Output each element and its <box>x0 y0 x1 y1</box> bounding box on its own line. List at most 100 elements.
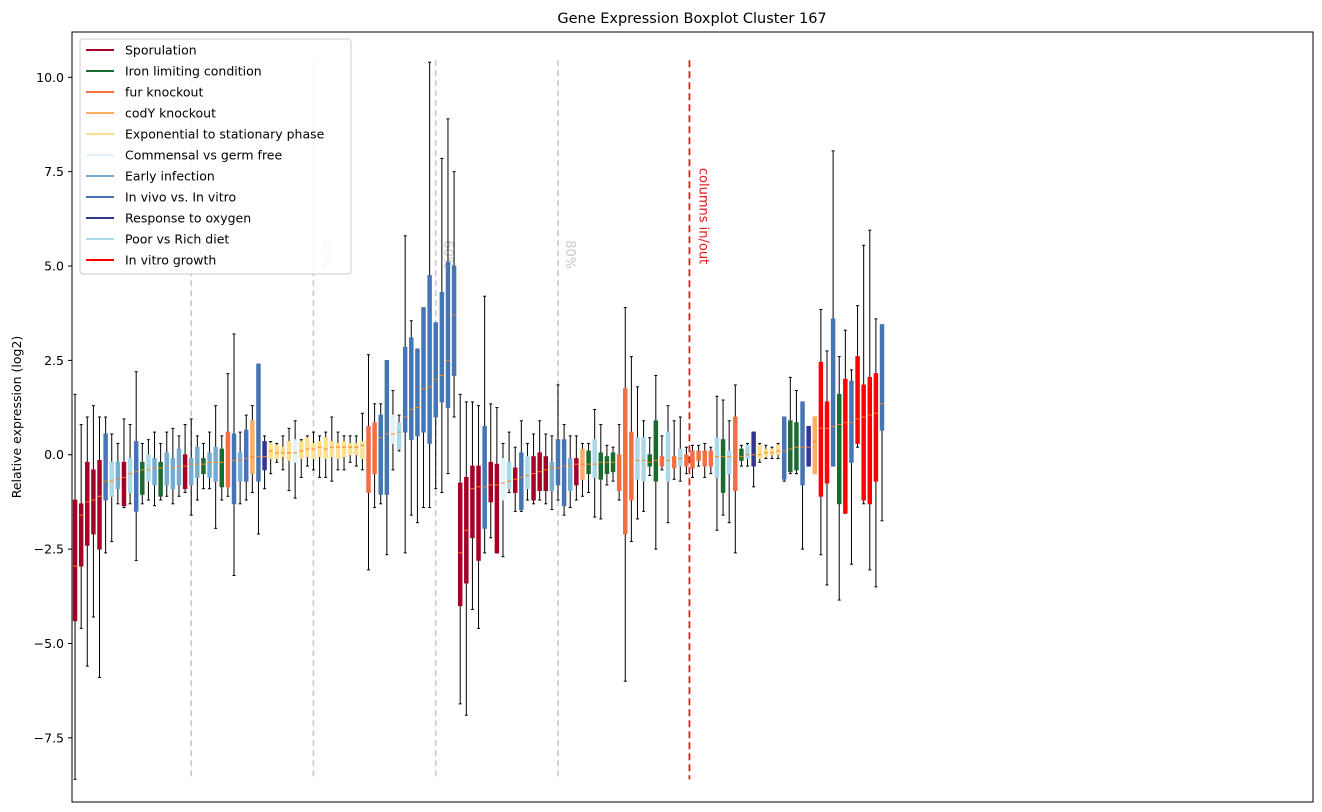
legend-label: In vivo vs. In vitro <box>125 190 236 205</box>
box-group <box>103 416 108 554</box>
box-group <box>879 324 885 522</box>
legend-label: Iron limiting condition <box>125 64 262 79</box>
box-group <box>335 431 341 471</box>
box-group <box>519 420 524 512</box>
box-body <box>830 318 836 467</box>
box-body <box>409 337 414 441</box>
box-group <box>592 408 597 518</box>
box-group <box>849 369 854 565</box>
box-group <box>745 442 750 467</box>
box-body <box>286 441 292 461</box>
box-body <box>788 420 793 473</box>
percentile-label: 80% <box>562 240 577 269</box>
box-body <box>121 461 127 507</box>
box-body <box>519 452 524 510</box>
y-tick-label: 0.0 <box>44 447 64 462</box>
box-group <box>580 442 585 497</box>
box-body <box>623 388 628 535</box>
box-body <box>586 450 591 475</box>
box-group <box>354 435 359 467</box>
box-body <box>690 450 695 469</box>
box-body <box>775 444 781 456</box>
y-tick-label: 10.0 <box>36 70 64 85</box>
box-body <box>751 431 756 467</box>
box-body <box>176 448 182 486</box>
box-group <box>451 171 457 418</box>
box-group <box>409 320 414 516</box>
box-group <box>207 431 212 490</box>
box-body <box>182 454 188 490</box>
box-group <box>378 403 383 505</box>
box-group <box>182 424 188 493</box>
box-body <box>879 324 885 431</box>
box-body <box>415 348 420 437</box>
box-body <box>543 456 549 492</box>
box-group <box>384 359 390 556</box>
box-group <box>219 435 225 501</box>
box-group <box>812 416 817 475</box>
boxes-layer <box>72 61 885 780</box>
box-body <box>347 443 353 456</box>
legend-label: Sporulation <box>125 43 197 58</box>
box-group <box>684 446 689 475</box>
box-body <box>152 458 157 486</box>
box-group <box>561 424 567 516</box>
box-group <box>133 371 139 561</box>
box-group <box>140 442 145 505</box>
box-body <box>427 275 432 444</box>
box-group <box>726 420 732 524</box>
box-group <box>305 435 310 467</box>
box-body <box>433 322 438 418</box>
box-body <box>305 437 310 458</box>
box-group <box>176 435 182 497</box>
box-group <box>598 424 604 520</box>
y-tick-label: −5.0 <box>34 636 64 651</box>
box-group <box>299 439 304 478</box>
box-body <box>482 426 487 529</box>
box-body <box>170 458 176 490</box>
box-group <box>341 435 347 471</box>
box-body <box>665 431 671 482</box>
box-group <box>286 427 292 492</box>
box-body <box>843 378 848 514</box>
box-group <box>806 425 811 467</box>
box-body <box>396 422 402 450</box>
box-group <box>830 150 836 467</box>
box-group <box>708 446 714 475</box>
box-body <box>219 448 225 488</box>
box-body <box>708 450 714 467</box>
box-body <box>360 441 365 459</box>
y-tick-label: 5.0 <box>44 259 64 274</box>
box-body <box>103 433 108 501</box>
box-body <box>702 450 707 467</box>
box-group <box>788 376 793 475</box>
box-group <box>769 446 775 460</box>
box-body <box>500 458 506 501</box>
box-group <box>464 401 469 716</box>
box-body <box>696 450 701 461</box>
box-body <box>494 463 500 554</box>
box-body <box>781 416 787 480</box>
box-group <box>360 412 365 471</box>
box-body <box>555 439 561 486</box>
box-body <box>629 431 634 501</box>
box-body <box>671 456 677 469</box>
box-body <box>806 426 811 467</box>
box-body <box>678 448 683 467</box>
box-body <box>684 454 689 467</box>
box-group <box>457 393 463 705</box>
box-group <box>164 431 169 497</box>
box-group <box>525 442 530 501</box>
box-body <box>85 461 90 546</box>
box-group <box>531 433 536 505</box>
box-body <box>243 429 249 482</box>
box-group <box>671 420 677 480</box>
box-group <box>268 441 273 475</box>
box-group <box>494 407 500 554</box>
box-body <box>714 437 720 478</box>
box-body <box>341 441 347 458</box>
box-group <box>396 414 402 452</box>
box-body <box>659 456 665 467</box>
box-group <box>574 435 579 501</box>
legend-label: In vitro growth <box>125 253 216 268</box>
